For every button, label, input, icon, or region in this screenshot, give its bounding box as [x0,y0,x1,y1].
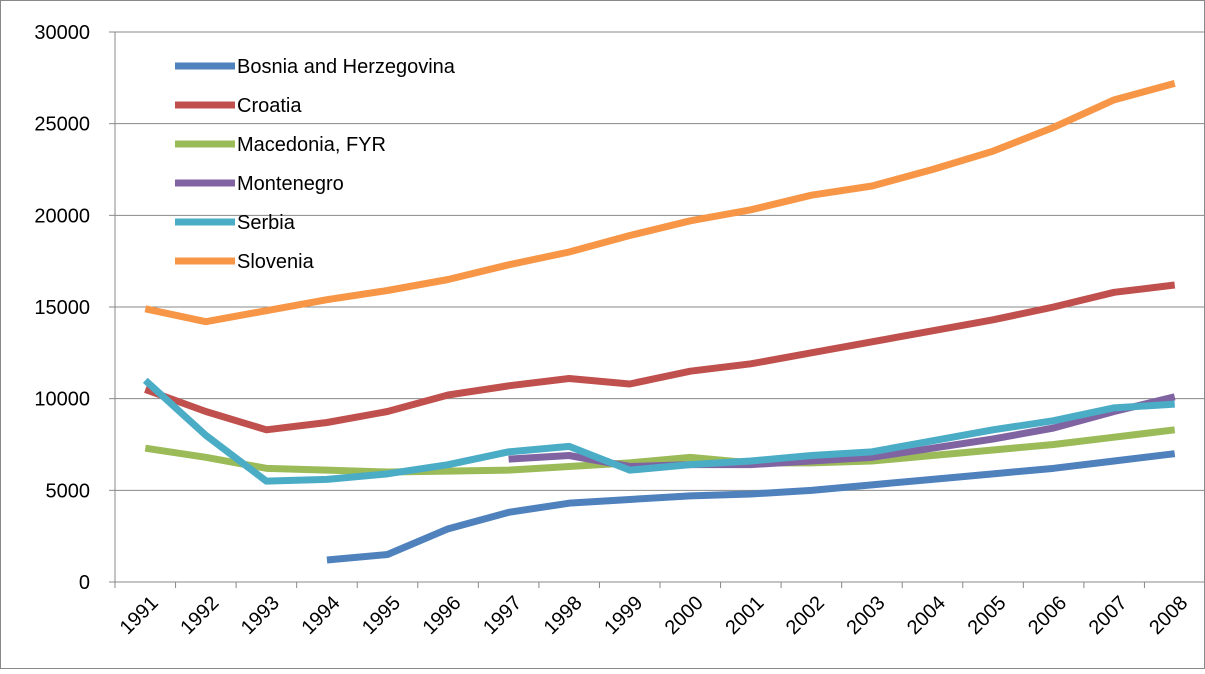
y-tick-label: 10000 [34,389,90,411]
legend-label: Bosnia and Herzegovina [237,56,456,78]
y-tick-label: 20000 [34,205,90,227]
series-line [142,377,1175,485]
series-line [144,79,1176,326]
y-tick-label: 30000 [34,22,90,44]
y-tick-label: 0 [79,572,90,594]
legend-label: Croatia [237,95,302,117]
series-line [326,450,1176,564]
series-line [144,426,1176,476]
y-tick-label: 15000 [34,297,90,319]
legend-label: Montenegro [237,173,344,195]
series-line [144,281,1176,434]
y-tick-label: 5000 [46,480,91,502]
legend-label: Macedonia, FYR [237,134,386,156]
y-tick-label: 25000 [34,114,90,136]
legend-label: Serbia [237,212,296,234]
legend-label: Slovenia [237,251,315,273]
